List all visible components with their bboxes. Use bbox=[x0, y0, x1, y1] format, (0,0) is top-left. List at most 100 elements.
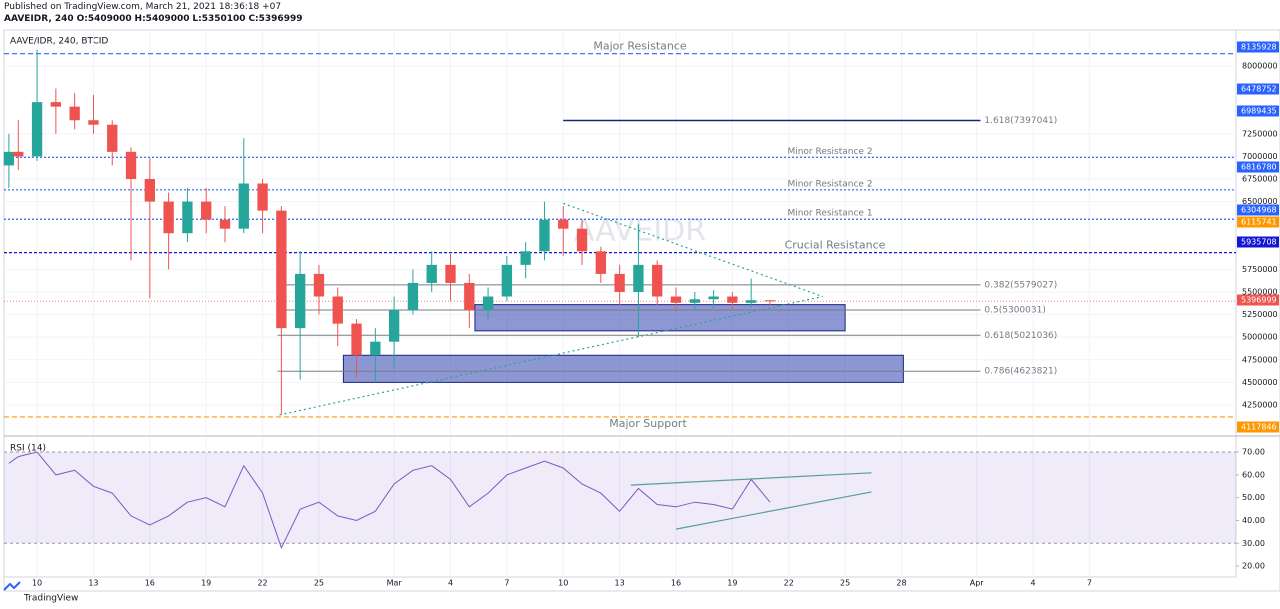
y-tick-label: 4500000 bbox=[1242, 378, 1278, 387]
x-tick-label: 4 bbox=[448, 579, 453, 588]
candle-body bbox=[219, 219, 231, 229]
level-label: Major Resistance bbox=[593, 40, 687, 53]
candle-body bbox=[407, 282, 419, 311]
y-tick-label: 6500000 bbox=[1242, 197, 1278, 206]
candle-body bbox=[332, 296, 343, 324]
x-tick-label: 13 bbox=[88, 579, 98, 588]
x-tick-label: 19 bbox=[201, 579, 211, 588]
x-tick-label: 16 bbox=[671, 579, 681, 588]
candle-body bbox=[539, 219, 550, 252]
price-tag bbox=[1237, 204, 1279, 216]
trendline bbox=[563, 202, 823, 298]
candle-body bbox=[31, 102, 43, 157]
level-label: Minor Resistance 2 bbox=[787, 147, 872, 157]
candle-body bbox=[764, 300, 776, 302]
y-tick-label: 5500000 bbox=[1242, 287, 1278, 296]
candle-body bbox=[501, 264, 513, 297]
ohlc-open: O:5409000 bbox=[76, 14, 132, 24]
candle-body bbox=[50, 102, 62, 107]
price-tag bbox=[1237, 41, 1279, 53]
rsi-trendline bbox=[675, 491, 872, 530]
y-tick-label: 4750000 bbox=[1242, 355, 1278, 364]
candle-body bbox=[670, 296, 682, 303]
x-tick-label: 10 bbox=[32, 579, 42, 588]
x-tick-label: 22 bbox=[257, 579, 267, 588]
attribution: TradingView bbox=[23, 594, 78, 604]
rsi-tick-label: 20.00 bbox=[1242, 562, 1265, 571]
chart-frame bbox=[3, 29, 1280, 592]
fib-label: 0.618(5021036) bbox=[984, 331, 1057, 341]
candle-body bbox=[313, 273, 325, 297]
rsi-band bbox=[4, 452, 1236, 544]
x-tick-label: 10 bbox=[558, 579, 568, 588]
price-tag-label: 5935708 bbox=[1241, 238, 1277, 247]
x-tick-label: 7 bbox=[1087, 579, 1092, 588]
candle-body bbox=[144, 178, 155, 202]
price-tag bbox=[1237, 105, 1279, 117]
price-tag bbox=[1237, 294, 1279, 306]
candle-body bbox=[482, 296, 494, 311]
x-tick-label: 13 bbox=[615, 579, 625, 588]
fib-label: 0.5(5300031) bbox=[984, 306, 1045, 316]
rsi-line bbox=[8, 451, 771, 550]
price-tag bbox=[1237, 236, 1279, 248]
candle-body bbox=[614, 273, 625, 292]
x-tick-label: Apr bbox=[970, 579, 985, 588]
candle-body bbox=[257, 183, 268, 211]
price-tag-label: 6304968 bbox=[1241, 206, 1277, 215]
ticker: AAVEIDR, 240 bbox=[4, 14, 74, 24]
candle-body bbox=[88, 120, 99, 125]
price-tag-label: 6816780 bbox=[1241, 163, 1277, 172]
candle-body bbox=[388, 310, 400, 342]
x-tick-label: 25 bbox=[840, 579, 850, 588]
fib-label: 0.786(4623821) bbox=[984, 367, 1057, 377]
candle-body bbox=[426, 264, 437, 283]
candle-body bbox=[445, 264, 456, 283]
rsi-title: RSI (14) bbox=[10, 444, 46, 454]
published-line: Published on TradingView.com, March 21, … bbox=[4, 2, 282, 12]
rsi-tick-label: 60.00 bbox=[1242, 470, 1265, 479]
trendline bbox=[279, 295, 823, 416]
x-tick-label: 7 bbox=[504, 579, 509, 588]
watermark: AAVEIDR bbox=[574, 214, 706, 249]
candle-body bbox=[689, 299, 700, 303]
fib-label: 1.618(7397041) bbox=[984, 116, 1057, 126]
candle-body bbox=[576, 228, 588, 252]
x-tick-label: 4 bbox=[1031, 579, 1036, 588]
ohlc-line: AAVEIDR, 240 O:5409000 H:5409000 L:53501… bbox=[4, 13, 302, 25]
y-tick-label: 7000000 bbox=[1242, 152, 1278, 161]
level-label: Major Support bbox=[609, 417, 687, 430]
y-tick-label: 8000000 bbox=[1242, 61, 1278, 70]
symbol-label: AAVE/IDR, 240, BTCID bbox=[10, 37, 108, 47]
y-tick-label: 5750000 bbox=[1242, 265, 1278, 274]
rsi-tick-label: 50.00 bbox=[1242, 493, 1265, 502]
candle-body bbox=[201, 201, 212, 220]
fib-label: 0.382(5579027) bbox=[984, 280, 1057, 290]
candle-body bbox=[3, 151, 15, 166]
candle-body bbox=[13, 151, 24, 157]
level-label: Crucial Resistance bbox=[785, 239, 886, 252]
x-tick-label: 19 bbox=[727, 579, 737, 588]
x-tick-label: Mar bbox=[387, 579, 403, 588]
candle-body bbox=[238, 183, 249, 229]
candle-body bbox=[182, 201, 193, 234]
candle-body bbox=[746, 300, 757, 303]
level-label: Minor Resistance 2 bbox=[787, 179, 872, 189]
x-tick-label: 22 bbox=[784, 579, 794, 588]
rsi-tick-label: 70.00 bbox=[1242, 448, 1265, 457]
candle-body bbox=[69, 106, 80, 121]
candle-body bbox=[370, 341, 381, 356]
candle-body bbox=[708, 296, 719, 300]
y-tick-label: 4250000 bbox=[1242, 400, 1278, 409]
candle-body bbox=[652, 264, 663, 297]
logo-icon bbox=[3, 581, 21, 591]
candle-body bbox=[464, 282, 475, 311]
candle-body bbox=[633, 264, 644, 292]
price-tag bbox=[1237, 421, 1279, 433]
price-tag-label: 6478752 bbox=[1241, 85, 1277, 94]
candle-body bbox=[276, 210, 287, 329]
candle-body bbox=[558, 219, 569, 229]
ohlc-close: C:5396999 bbox=[248, 14, 303, 24]
